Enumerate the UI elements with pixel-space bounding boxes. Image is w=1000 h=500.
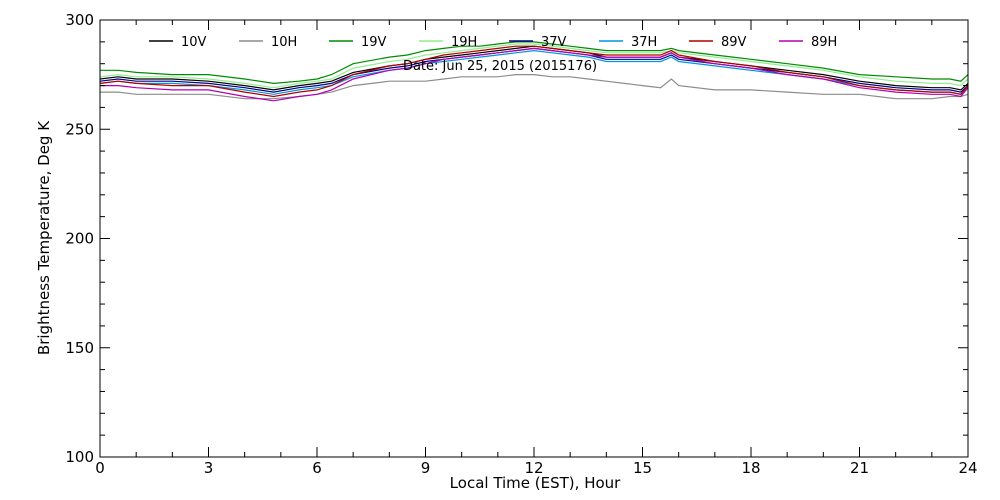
legend-label-37v: 37V [541, 35, 567, 50]
x-tick-label: 12 [524, 459, 543, 477]
x-tick-label: 15 [633, 459, 652, 477]
x-tick-label: 0 [95, 459, 105, 477]
series-line-89h [100, 47, 969, 102]
series-line-89v [99, 45, 969, 98]
y-tick-label: 250 [65, 120, 94, 138]
x-tick-label: 9 [421, 459, 431, 477]
series-line-19h [99, 43, 969, 89]
legend-label-89v: 89V [721, 35, 747, 50]
legend-label-19h: 19H [451, 35, 477, 50]
series-layer [99, 41, 969, 102]
y-tick-label: 150 [65, 339, 94, 357]
y-tick-label: 200 [65, 230, 94, 248]
y-tick-label: 100 [65, 448, 94, 466]
series-line-19v [100, 41, 969, 85]
y-axis-title: Brightness Temperature, Deg K [35, 120, 53, 355]
legend-label-10v: 10V [181, 35, 207, 50]
x-tick-label: 18 [741, 459, 760, 477]
x-tick-label: 6 [312, 459, 322, 477]
date-annotation: Date: Jun 25, 2015 (2015176) [403, 59, 597, 74]
legend-label-89h: 89H [811, 35, 837, 50]
legend-label-37h: 37H [631, 35, 657, 50]
x-tick-label: 21 [850, 459, 869, 477]
legend: 10V 10H 19V 19H 37V 37H 89V 89H [149, 35, 837, 50]
legend-label-10h: 10H [271, 35, 297, 50]
axes-layer: 0 3 6 9 12 15 18 21 24 100 150 200 250 300 [65, 11, 977, 477]
y-tick-label: 300 [65, 11, 94, 29]
series-line-10h [100, 73, 969, 100]
x-tick-label: 24 [958, 459, 977, 477]
legend-label-19v: 19V [361, 35, 387, 50]
x-axis-title: Local Time (EST), Hour [450, 474, 621, 492]
x-tick-label: 3 [204, 459, 214, 477]
